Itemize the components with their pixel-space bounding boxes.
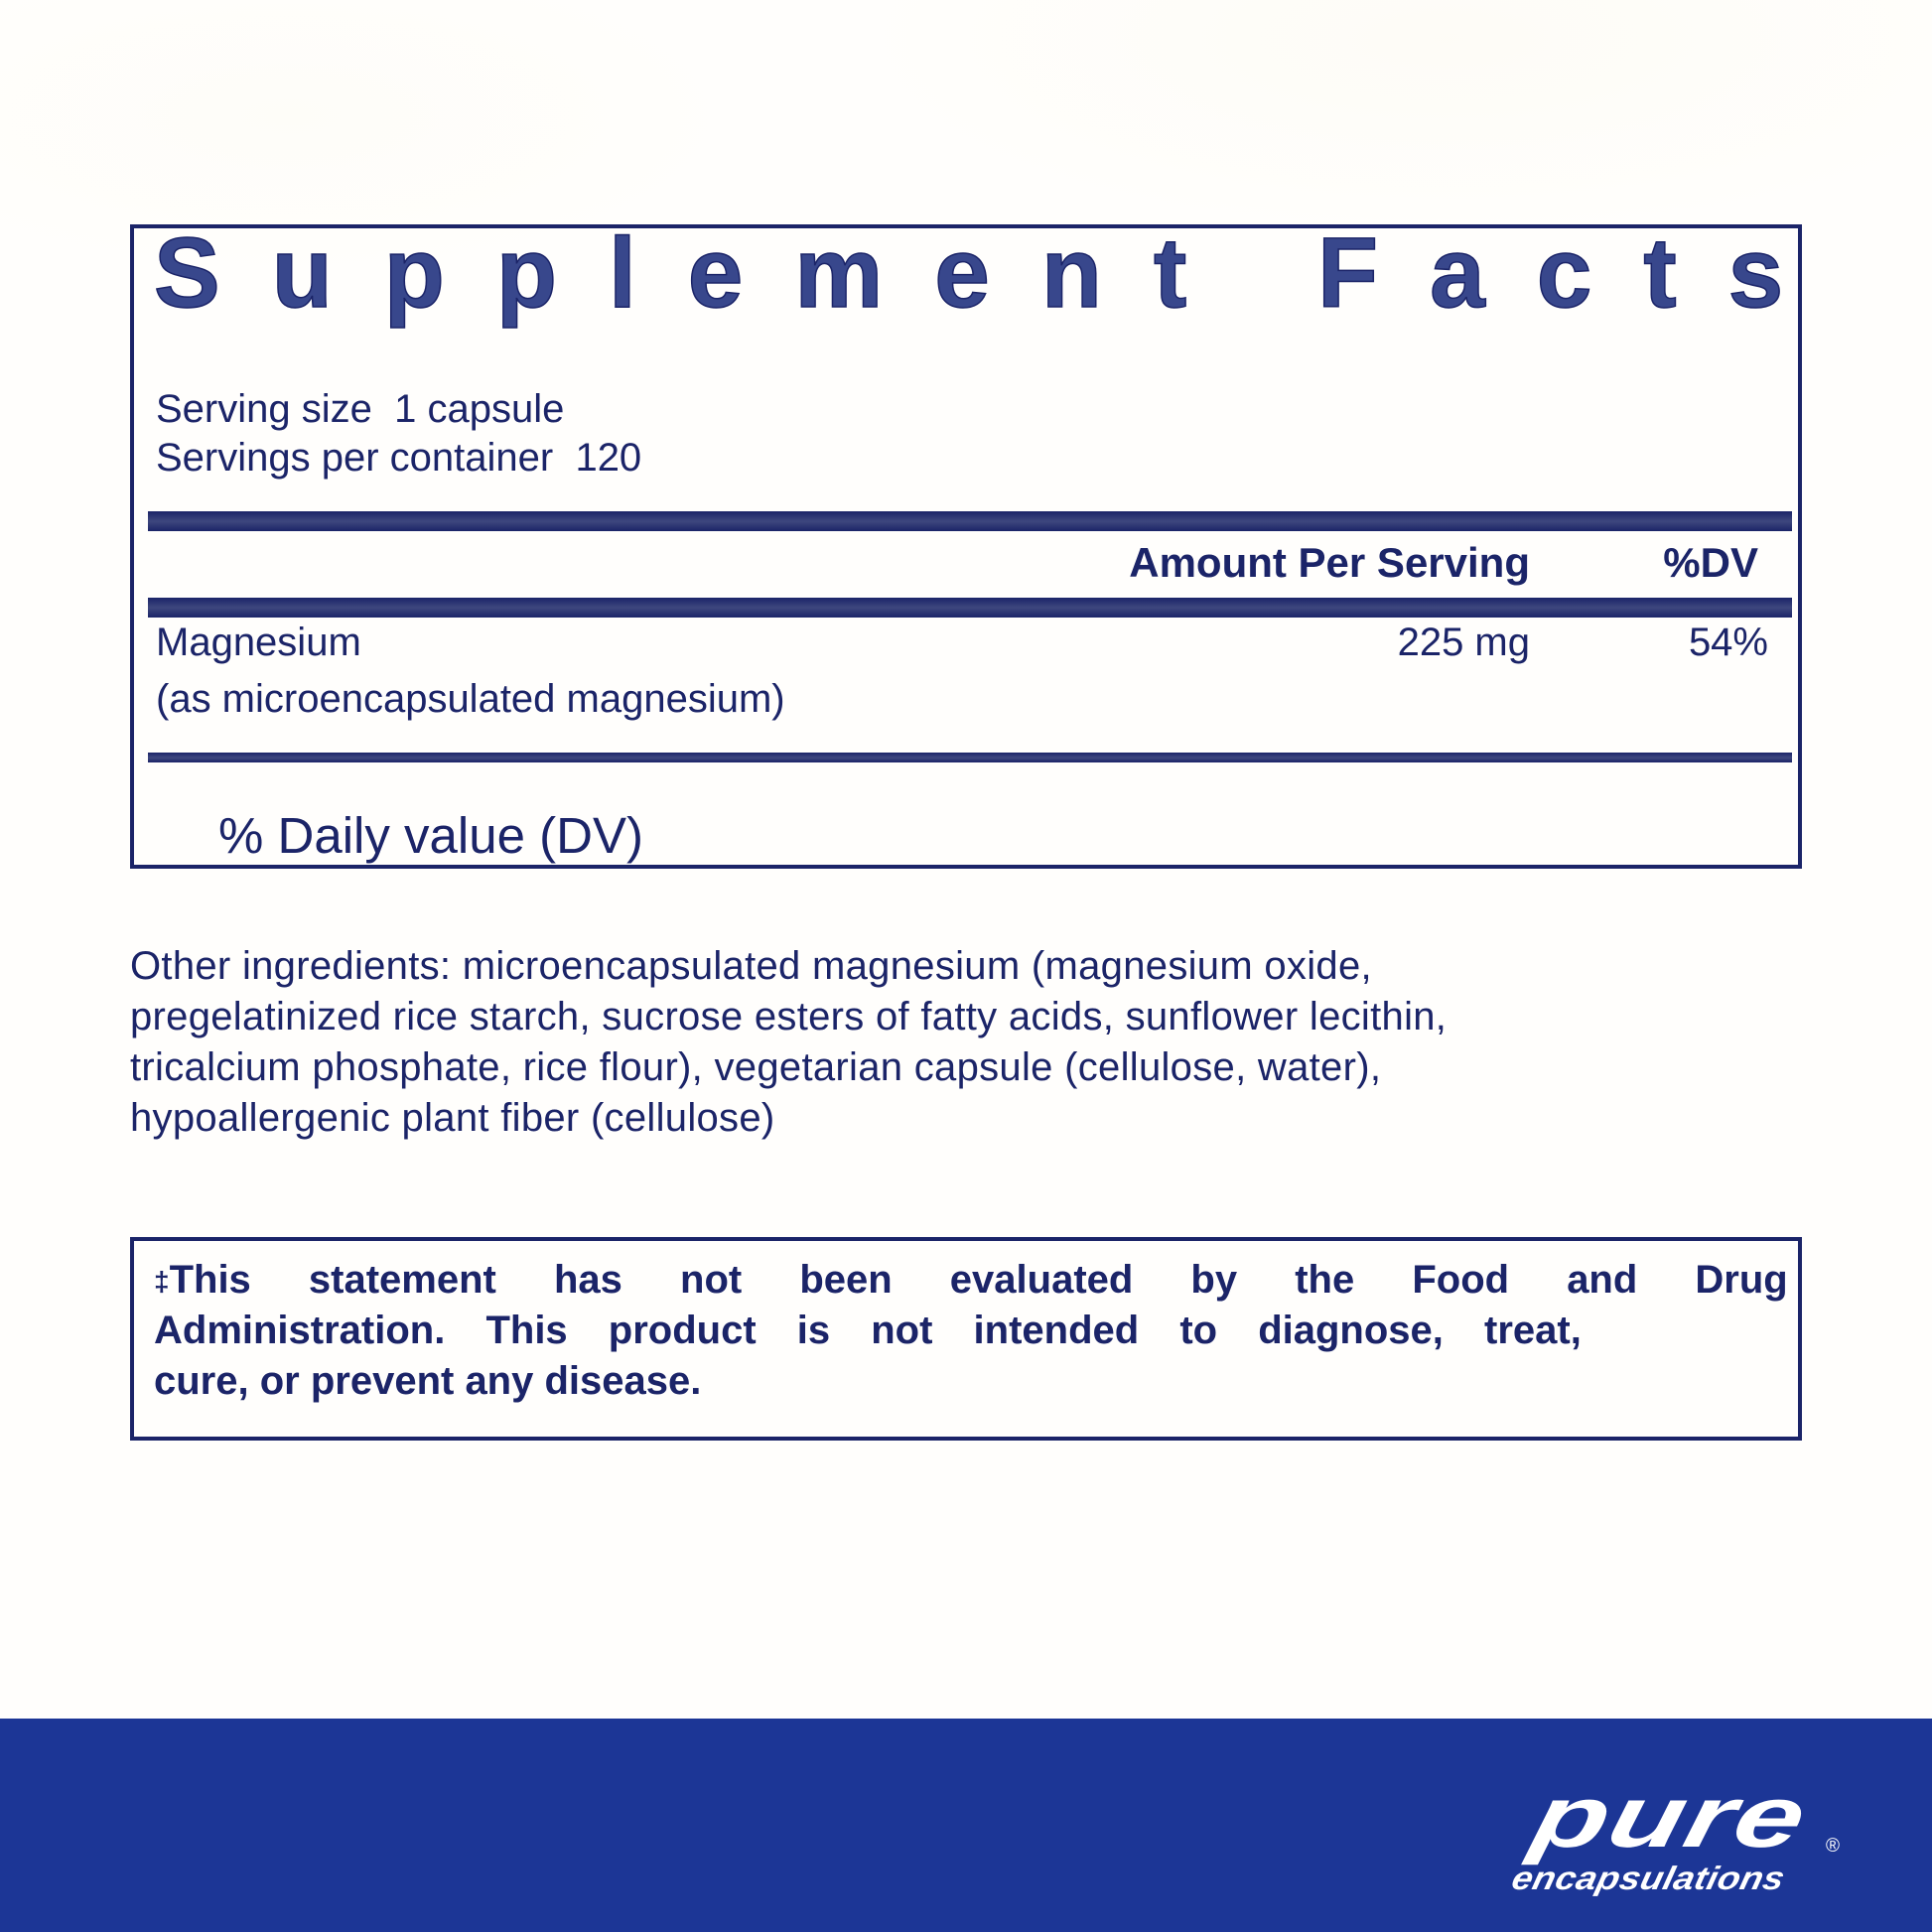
svg-text:®: ®: [1826, 1836, 1840, 1857]
svg-text:encapsulations: encapsulations: [1510, 1860, 1789, 1896]
svg-text:pure: pure: [1520, 1780, 1817, 1865]
